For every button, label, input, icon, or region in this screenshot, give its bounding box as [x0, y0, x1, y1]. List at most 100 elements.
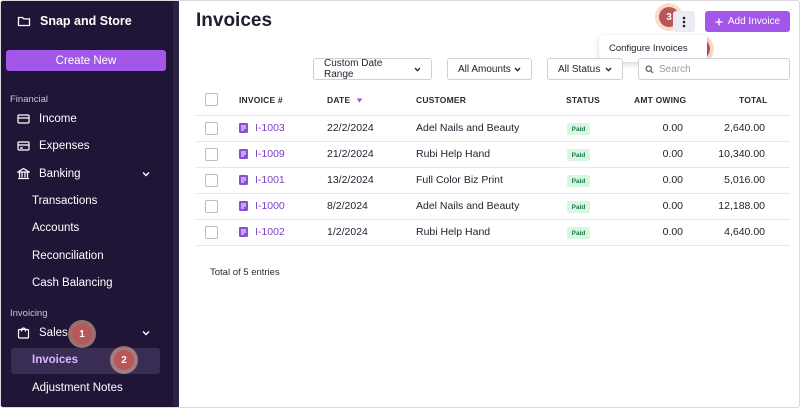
- sidebar-item-reconciliation[interactable]: Reconciliation: [32, 250, 104, 262]
- invoice-number: I-1003: [255, 122, 285, 134]
- sidebar-item-invoices[interactable]: Invoices: [32, 354, 79, 366]
- invoice-number: I-1000: [255, 200, 285, 212]
- step-badge-2: 2: [114, 350, 134, 370]
- customer-name: Rubi Help Hand: [416, 148, 491, 160]
- invoice-date: 22/2/2024: [327, 122, 374, 134]
- row-divider: [196, 245, 790, 246]
- invoice-link[interactable]: I-1003: [239, 122, 285, 134]
- sidebar-item-label: Sales: [39, 326, 68, 339]
- customer-name: Rubi Help Hand: [416, 226, 491, 238]
- sidebar-item-sales[interactable]: Sales: [17, 326, 68, 339]
- invoice-link[interactable]: I-1009: [239, 148, 285, 160]
- amount-owing: 0.00: [662, 148, 683, 160]
- page-title: Invoices: [196, 10, 273, 31]
- section-label-invoicing: Invoicing: [10, 308, 48, 319]
- more-options-button[interactable]: [673, 11, 695, 32]
- status-select[interactable]: All Status: [547, 58, 623, 80]
- customer-name: Adel Nails and Beauty: [416, 200, 520, 212]
- invoice-date: 1/2/2024: [327, 226, 368, 238]
- amount-owing: 0.00: [662, 122, 683, 134]
- document-icon: [239, 123, 248, 133]
- sidebar-item-expenses[interactable]: Expenses: [17, 139, 90, 152]
- amounts-select[interactable]: All Amounts: [447, 58, 532, 80]
- date-range-select[interactable]: Custom Date Range: [313, 58, 432, 80]
- more-vertical-icon: [682, 16, 686, 27]
- row-checkbox[interactable]: [205, 200, 218, 213]
- chevron-down-icon: [605, 67, 612, 72]
- sidebar-item-label: Expenses: [39, 139, 90, 152]
- row-checkbox[interactable]: [205, 226, 218, 239]
- row-divider: [196, 167, 790, 168]
- search-box[interactable]: [638, 58, 790, 80]
- invoice-date: 8/2/2024: [327, 200, 368, 212]
- brand-name: Snap and Store: [40, 14, 132, 28]
- expenses-icon: [17, 141, 30, 151]
- invoice-link[interactable]: I-1002: [239, 226, 285, 238]
- income-icon: [17, 114, 30, 124]
- amount-owing: 0.00: [662, 226, 683, 238]
- row-checkbox[interactable]: [205, 174, 218, 187]
- column-header-invoice[interactable]: INVOICE #: [239, 95, 283, 105]
- amounts-value: All Amounts: [458, 63, 511, 75]
- customer-name: Full Color Biz Print: [416, 174, 503, 186]
- invoice-number: I-1002: [255, 226, 285, 238]
- status-value: All Status: [558, 63, 601, 75]
- sidebar-item-transactions[interactable]: Transactions: [32, 195, 98, 207]
- column-header-customer[interactable]: CUSTOMER: [416, 95, 467, 105]
- date-range-value: Custom Date Range: [324, 58, 383, 80]
- sidebar-item-income[interactable]: Income: [17, 112, 77, 125]
- invoice-total: 10,340.00: [718, 148, 765, 160]
- add-invoice-label: Add Invoice: [727, 16, 781, 27]
- bank-icon: [17, 167, 30, 180]
- sidebar-item-label: Banking: [39, 167, 81, 180]
- table-divider: [196, 115, 790, 116]
- chevron-down-icon[interactable]: [141, 328, 151, 338]
- document-icon: [239, 175, 248, 185]
- invoice-link[interactable]: I-1000: [239, 200, 285, 212]
- amount-owing: 0.00: [662, 174, 683, 186]
- add-invoice-button[interactable]: Add Invoice: [705, 11, 790, 32]
- select-all-checkbox[interactable]: [205, 93, 218, 106]
- active-item-highlight: [11, 348, 160, 374]
- invoice-date: 21/2/2024: [327, 148, 374, 160]
- column-header-date[interactable]: DATE: [327, 95, 363, 105]
- sidebar-item-accounts[interactable]: Accounts: [32, 222, 80, 234]
- row-divider: [196, 219, 790, 220]
- search-input[interactable]: [659, 63, 779, 75]
- invoice-total: 4,640.00: [724, 226, 765, 238]
- invoice-date: 13/2/2024: [327, 174, 374, 186]
- status-badge: Paid: [567, 123, 590, 135]
- sidebar-item-banking[interactable]: Banking: [17, 167, 81, 180]
- row-checkbox[interactable]: [205, 148, 218, 161]
- invoice-total: 5,016.00: [724, 174, 765, 186]
- status-badge: Paid: [567, 201, 590, 213]
- invoice-link[interactable]: I-1001: [239, 174, 285, 186]
- chevron-down-icon[interactable]: [141, 169, 151, 179]
- brand[interactable]: Snap and Store: [17, 14, 132, 28]
- column-header-total[interactable]: TOTAL: [739, 95, 768, 105]
- status-badge: Paid: [567, 149, 590, 161]
- create-new-button[interactable]: Create New: [6, 50, 166, 71]
- sidebar-item-label: Income: [39, 112, 77, 125]
- sidebar-item-cash-balancing[interactable]: Cash Balancing: [32, 277, 113, 289]
- search-icon: [645, 65, 654, 73]
- status-badge: Paid: [567, 227, 590, 239]
- invoice-number: I-1009: [255, 148, 285, 160]
- chevron-down-icon: [414, 67, 421, 72]
- column-header-amt-owing[interactable]: AMT OWING: [634, 95, 687, 105]
- row-divider: [196, 141, 790, 142]
- document-icon: [239, 149, 248, 159]
- column-header-status[interactable]: STATUS: [566, 95, 600, 105]
- step-badge-1: 1: [72, 324, 92, 344]
- customer-name: Adel Nails and Beauty: [416, 122, 520, 134]
- sidebar-item-adjustment-notes[interactable]: Adjustment Notes: [32, 382, 123, 394]
- status-badge: Paid: [567, 175, 590, 187]
- total-entries-text: Total of 5 entries: [210, 267, 280, 278]
- sort-descending-icon: [356, 98, 363, 102]
- row-checkbox[interactable]: [205, 122, 218, 135]
- folder-icon: [17, 16, 31, 27]
- invoice-total: 2,640.00: [724, 122, 765, 134]
- row-divider: [196, 193, 790, 194]
- configure-invoices-menu-item[interactable]: Configure Invoices: [599, 35, 707, 62]
